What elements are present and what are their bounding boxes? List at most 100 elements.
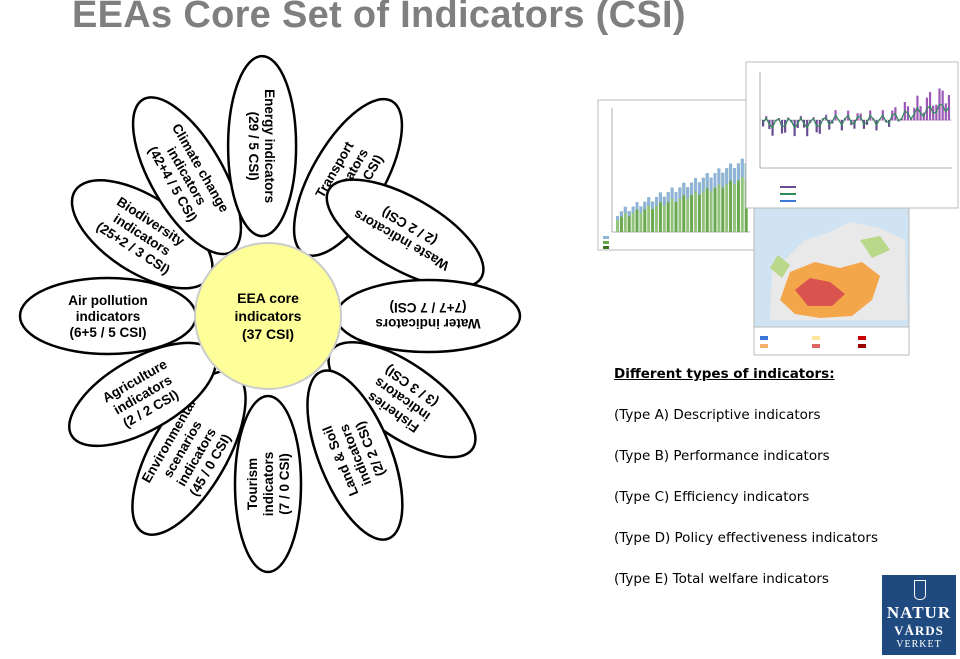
bar-mark-top <box>662 196 666 206</box>
petal-label: Tourism <box>245 458 260 510</box>
petal-label: (6+5 / 5 CSI) <box>70 325 147 340</box>
bar-mark-top <box>694 178 697 192</box>
bar-mark <box>674 192 678 232</box>
petal-tourism: Tourism indicators (7 / 0 CSI) <box>233 394 303 574</box>
petal-waste: Waste indicators(2 / 2 CSI) <box>325 178 485 289</box>
bar-mark-top <box>729 163 733 181</box>
bar-mark-top <box>678 187 682 199</box>
center-label: EEA core <box>237 290 299 306</box>
bar-mark-top <box>635 202 639 210</box>
petal-energy: Energy indicators(29 / 5 CSI) <box>226 54 298 238</box>
bar-mark-top <box>647 197 651 206</box>
bar-mark <box>627 211 631 232</box>
petal-label: Energy indicators <box>262 89 277 203</box>
petal-label: Air pollution <box>68 293 147 308</box>
petal-shape <box>334 278 522 354</box>
bar-mark <box>647 197 651 232</box>
bar-mark-top <box>697 182 701 195</box>
type-item-d: (Type D) Policy effectiveness indicators <box>614 530 878 546</box>
bar-mark <box>666 192 670 232</box>
bar-mark <box>616 216 619 232</box>
bar-mark <box>655 197 658 232</box>
petal-label: (29 / 5 CSI) <box>246 112 261 181</box>
bar-mark-top <box>616 216 619 220</box>
bar-mark <box>717 168 721 232</box>
bar-mark-top <box>740 158 744 178</box>
bar-mark-top <box>631 206 635 213</box>
bar-chart-thumbnail <box>597 99 755 251</box>
bar-mark <box>678 187 682 232</box>
bar-mark-top <box>717 168 721 185</box>
bar-mark <box>670 187 674 232</box>
bar-mark-top <box>682 182 686 196</box>
bar-mark-top <box>701 177 705 192</box>
crest-icon <box>914 580 926 600</box>
petal-water: Water indicators(7+7 / 7 CSI) <box>334 278 522 354</box>
bar-mark-top <box>623 206 627 214</box>
bar-mark <box>651 201 655 232</box>
type-item-e: (Type E) Total welfare indicators <box>614 571 829 587</box>
logo-line2: VÅRDS <box>894 623 944 638</box>
types-heading: Different types of indicators: <box>614 366 835 382</box>
bar-mark-top <box>666 192 670 203</box>
bar-mark-top <box>733 168 736 184</box>
bar-mark-top <box>721 172 725 188</box>
bar-mark <box>725 168 729 232</box>
temperature-chart-thumbnail <box>745 61 959 209</box>
bar-mark <box>662 196 666 232</box>
page-title: EEAs Core Set of Indicators (CSI) <box>72 0 686 36</box>
petal-label: Water indicators <box>375 316 480 331</box>
bar-mark-top <box>658 192 662 203</box>
bar-mark-top <box>643 201 647 210</box>
bar-mark-top <box>709 177 713 192</box>
bar-mark <box>658 192 662 232</box>
bar-mark <box>740 158 744 232</box>
bar-mark <box>701 177 705 232</box>
bar-mark <box>721 172 725 232</box>
logo-line1: NATUR <box>886 603 952 622</box>
bar-mark <box>686 187 690 232</box>
bar-mark-top <box>686 187 690 199</box>
naturvardsverket-logo: NATUR VÅRDS VERKET <box>882 575 956 655</box>
bar-mark-top <box>690 182 694 195</box>
bar-mark <box>733 168 736 232</box>
bar-mark <box>643 201 647 232</box>
petal-shape <box>131 96 243 256</box>
bar-mark-top <box>670 187 674 199</box>
bar-mark <box>635 202 639 232</box>
temp-bar-mark <box>762 120 765 127</box>
bar-mark-top <box>713 173 717 188</box>
bar-mark <box>639 206 643 232</box>
bar-mark <box>709 177 713 232</box>
center-label: indicators <box>235 308 302 324</box>
bar-mark <box>736 163 740 232</box>
indicator-types-list: Different types of indicators: (Type A) … <box>614 366 878 611</box>
bar-mark <box>682 182 686 232</box>
map-thumbnail <box>753 204 910 356</box>
bar-mark-top <box>651 201 655 210</box>
bar-mark-top <box>655 197 658 206</box>
bar-mark-top <box>725 168 729 185</box>
petal-shape <box>233 394 303 574</box>
bar-mark-top <box>627 211 631 217</box>
type-item-b: (Type B) Performance indicators <box>614 448 830 464</box>
bar-mark <box>729 163 733 232</box>
bar-mark-top <box>619 211 623 217</box>
bar-mark-top <box>736 163 740 181</box>
petal-shape <box>325 178 485 289</box>
center-label: (37 CSI) <box>242 326 294 342</box>
logo-line3: VERKET <box>896 639 942 650</box>
petal-shape <box>306 369 404 541</box>
bar-mark <box>697 182 701 232</box>
bar-mark-top <box>674 192 678 202</box>
bar-mark-top <box>705 173 709 188</box>
bar-mark <box>694 178 697 232</box>
type-item-c: (Type C) Efficiency indicators <box>614 489 810 505</box>
bar-mark <box>631 206 635 232</box>
bar-mark <box>713 173 717 232</box>
